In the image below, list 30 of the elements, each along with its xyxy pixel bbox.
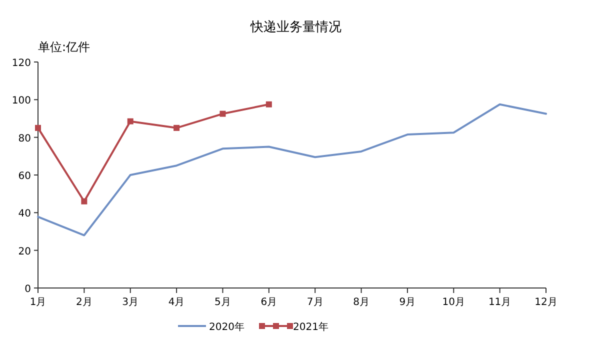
y-tick-label: 40	[18, 208, 31, 220]
legend-label: 2020年	[209, 321, 244, 333]
x-tick-label: 11月	[488, 297, 512, 308]
point	[220, 110, 226, 117]
point	[127, 118, 134, 124]
x-tick-label: 10月	[442, 297, 466, 308]
y-tick-label: 80	[18, 133, 31, 144]
point	[266, 101, 272, 108]
point	[174, 124, 180, 131]
y-tick-label: 120	[12, 58, 31, 69]
x-tick-label: 1月	[30, 297, 46, 308]
y-tick-label: 60	[18, 171, 31, 182]
point	[35, 124, 41, 131]
x-tick-label: 4月	[168, 297, 185, 308]
x-tick-label: 3月	[122, 297, 139, 308]
y-tick-label: 100	[12, 96, 31, 107]
x-tick-label: 2月	[76, 297, 92, 308]
x-tick-label: 5月	[214, 297, 231, 308]
x-tick-label: 7月	[306, 297, 324, 308]
line-series	[37, 103, 547, 236]
x-tick-label: 12月	[534, 297, 558, 308]
x-tick-label: 6月	[260, 297, 278, 308]
y-axis-title: 单位:亿件	[38, 40, 90, 54]
y-tick-label: 0	[24, 284, 31, 295]
point	[81, 198, 88, 204]
x-tick-label: 9月	[399, 297, 416, 308]
y-tick-label: 20	[18, 246, 31, 258]
x-tick-label: 8月	[353, 297, 370, 308]
legend-label: 2021年	[293, 321, 328, 333]
chart-title: 快递业务量情况	[250, 20, 342, 35]
